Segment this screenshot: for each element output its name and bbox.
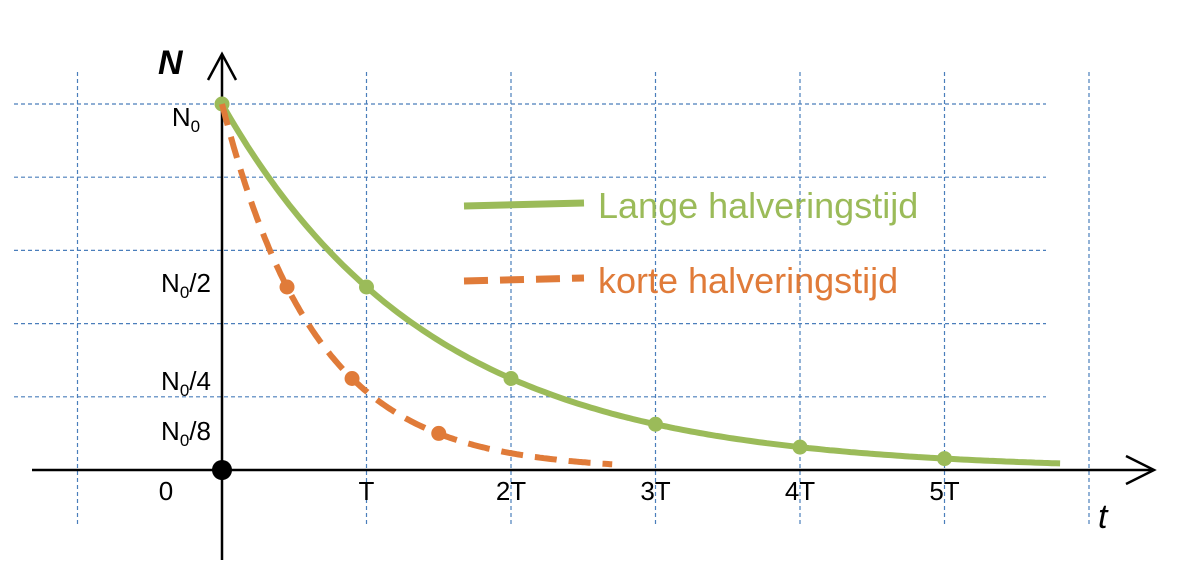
x-tick-label: 4T [785, 476, 815, 506]
y-tick-label: N0 [172, 102, 200, 136]
x-tick-label: 3T [640, 476, 670, 506]
x-tick-label: T [359, 476, 375, 506]
series-point [648, 416, 663, 432]
series-point [359, 279, 374, 295]
series-point [792, 439, 808, 455]
x-axis-label: t [1098, 498, 1109, 536]
series-point [503, 371, 519, 386]
series-point [344, 371, 360, 386]
x-tick-label: 5T [929, 476, 959, 506]
axes: N t [32, 44, 1157, 560]
series [212, 96, 1061, 480]
y-tick-label: N0/2 [161, 268, 211, 302]
tick-labels: 0 T 2T 3T 4T 5T N0 N0/2 N0/4 N0/8 [159, 102, 960, 506]
legend-swatch [463, 274, 585, 285]
y-tick-label: N0/8 [161, 416, 211, 450]
legend-label: korte halveringstijd [598, 260, 898, 301]
origin-point [212, 460, 232, 480]
series-point [937, 451, 952, 467]
x-axis-arrow [1125, 454, 1157, 486]
y-axis-arrow [206, 51, 238, 81]
y-tick-label: N0/4 [161, 366, 211, 400]
x-tick-label: 2T [496, 476, 526, 506]
series-line-2 [219, 103, 613, 468]
series-point [279, 279, 295, 295]
x-tick-label: 0 [159, 476, 173, 506]
legend-label: Lange halveringstijd [598, 185, 918, 226]
legend: Lange halveringstijd korte halveringstijd [463, 185, 918, 301]
legend-swatch [463, 199, 585, 210]
series-point [431, 425, 447, 441]
y-axis-label: N [158, 44, 184, 82]
